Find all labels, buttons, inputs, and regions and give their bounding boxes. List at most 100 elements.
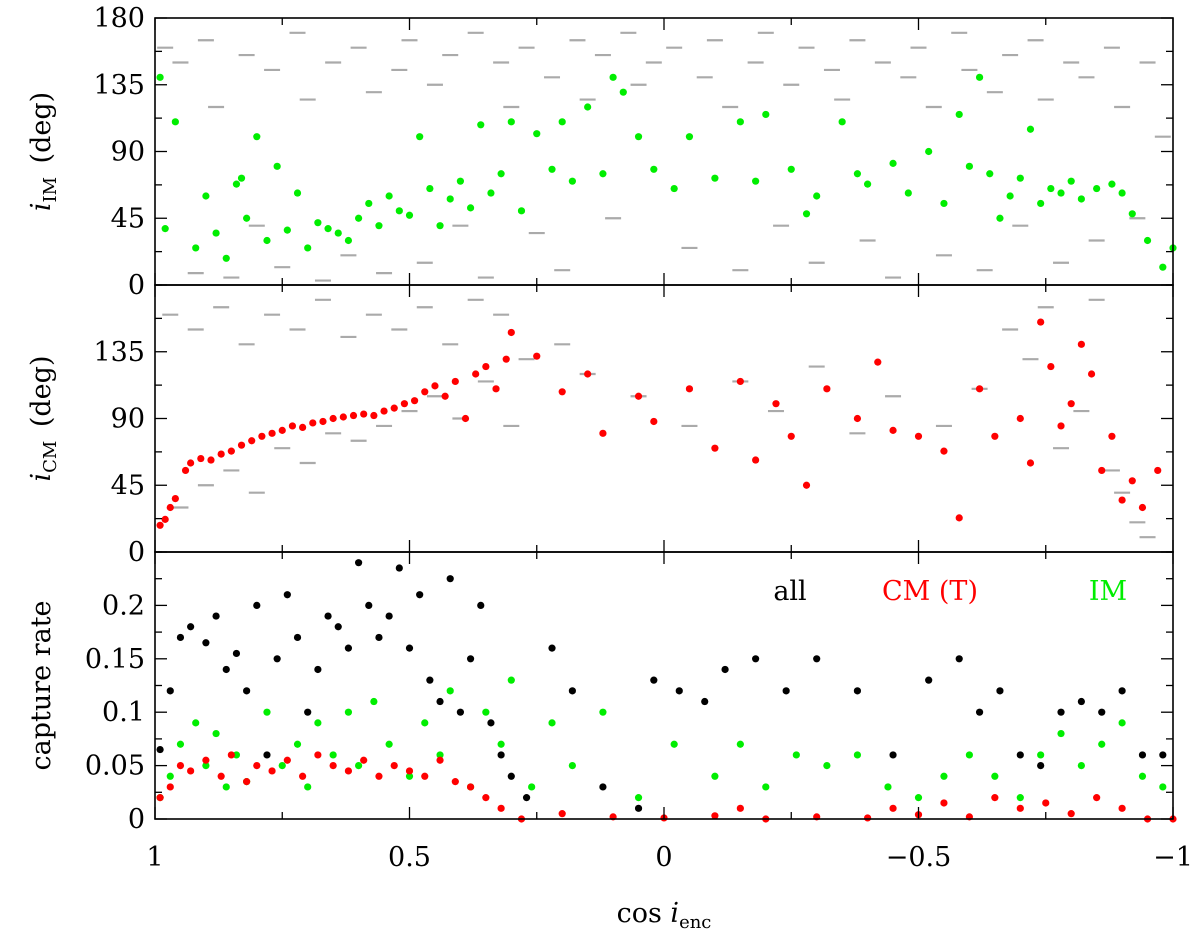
data-point-cm (360, 756, 368, 764)
data-point-cm (1118, 496, 1126, 504)
data-point-all (548, 644, 556, 652)
data-point-all (1057, 708, 1065, 716)
data-point-cm (584, 370, 592, 378)
data-point-im (634, 133, 643, 141)
data-point-all (166, 687, 174, 695)
data-point-all (1016, 751, 1024, 759)
data-point-all (497, 751, 505, 759)
series-im (156, 676, 1167, 802)
data-point-im (212, 729, 220, 738)
y-tick-label: 135 (93, 337, 145, 368)
data-point-cm (339, 413, 347, 421)
data-point-im (222, 254, 230, 262)
data-point-im (884, 783, 892, 791)
data-point-all (293, 633, 302, 642)
data-point-im (670, 184, 678, 193)
data-point-im (273, 162, 281, 170)
data-point-cm (451, 778, 459, 786)
data-point-im (650, 165, 658, 173)
data-point-im (385, 740, 393, 748)
data-point-im (304, 783, 312, 791)
data-point-im (1057, 189, 1065, 197)
y-tick-label: 90 (111, 404, 145, 435)
data-point-im (416, 133, 424, 141)
data-point-all (975, 708, 984, 716)
y-tick-label: 0.1 (102, 697, 145, 728)
data-point-im (212, 229, 220, 237)
data-point-im (925, 147, 933, 156)
data-point-cm (441, 392, 449, 400)
data-point-im (940, 199, 948, 208)
data-point-im (1077, 195, 1085, 203)
data-point-im (965, 162, 974, 170)
data-point-cm (166, 783, 174, 791)
data-point-im (487, 189, 495, 197)
data-point-cm (421, 772, 429, 780)
data-point-cm (711, 444, 719, 452)
data-point-all (456, 708, 464, 716)
data-point-im (634, 794, 643, 802)
data-point-all (202, 639, 210, 647)
series-background (162, 298, 1156, 539)
data-point-im (253, 133, 261, 141)
panels: 0 45 90 135 180 iIM (deg) 0 45 90 135 iCM (deg) 0 0.… (26, 3, 1177, 835)
data-point-all (487, 719, 495, 727)
data-point-cm (278, 426, 286, 434)
data-point-cm (1047, 362, 1055, 371)
data-point-im (1138, 772, 1147, 780)
data-point-im (619, 88, 627, 96)
plot-frame (154, 551, 1174, 820)
data-point-im (568, 177, 576, 185)
data-point-cm (314, 751, 322, 759)
data-point-cm (1067, 810, 1075, 818)
data-point-all (853, 687, 862, 695)
data-point-cm (217, 450, 225, 458)
data-point-im (497, 170, 505, 178)
panel-cm-inclination: 0 45 90 135 iCM (deg) (26, 284, 1174, 568)
data-point-cm (853, 414, 862, 423)
data-point-all (996, 687, 1004, 695)
x-axis: 1 0.5 0 −0.5 −1 (146, 842, 1193, 873)
data-point-im (685, 133, 694, 141)
data-point-im (1118, 189, 1126, 197)
data-point-im (222, 783, 230, 791)
x-tick-label: −1 (1153, 842, 1193, 873)
data-point-all (650, 676, 658, 684)
data-point-all (1159, 751, 1167, 759)
data-point-im (237, 174, 246, 182)
data-point-im (1108, 180, 1116, 188)
data-point-im (243, 214, 251, 222)
series-cm (156, 751, 1177, 823)
data-point-cm (156, 794, 164, 802)
data-point-cm (736, 377, 744, 386)
data-point-im (202, 762, 210, 770)
data-point-all (365, 601, 373, 610)
data-point-im (365, 199, 373, 208)
data-point-im (823, 762, 831, 770)
data-point-cm (451, 377, 459, 386)
data-point-im (293, 189, 302, 197)
data-point-im (421, 719, 429, 727)
data-point-all (1037, 762, 1045, 770)
data-point-cm (955, 514, 963, 522)
data-point-im (1037, 199, 1045, 208)
data-point-cm (344, 767, 353, 775)
data-point-all (304, 708, 312, 716)
y-tick-label: 0 (128, 804, 145, 835)
data-point-im (558, 118, 566, 126)
data-point-cm (288, 422, 297, 430)
data-point-im (314, 719, 322, 727)
data-point-im (955, 110, 963, 119)
data-point-im (1118, 719, 1126, 727)
data-point-cm (217, 772, 225, 780)
data-point-cm (309, 419, 317, 427)
data-point-im (940, 772, 948, 780)
y-tick-label: 0.2 (102, 590, 145, 621)
data-point-cm (237, 441, 246, 449)
data-point-im (838, 118, 846, 126)
data-point-all (522, 794, 531, 802)
data-point-cm (558, 810, 566, 818)
data-point-im (568, 762, 576, 770)
data-point-cm (421, 388, 429, 396)
data-point-im (232, 751, 241, 759)
